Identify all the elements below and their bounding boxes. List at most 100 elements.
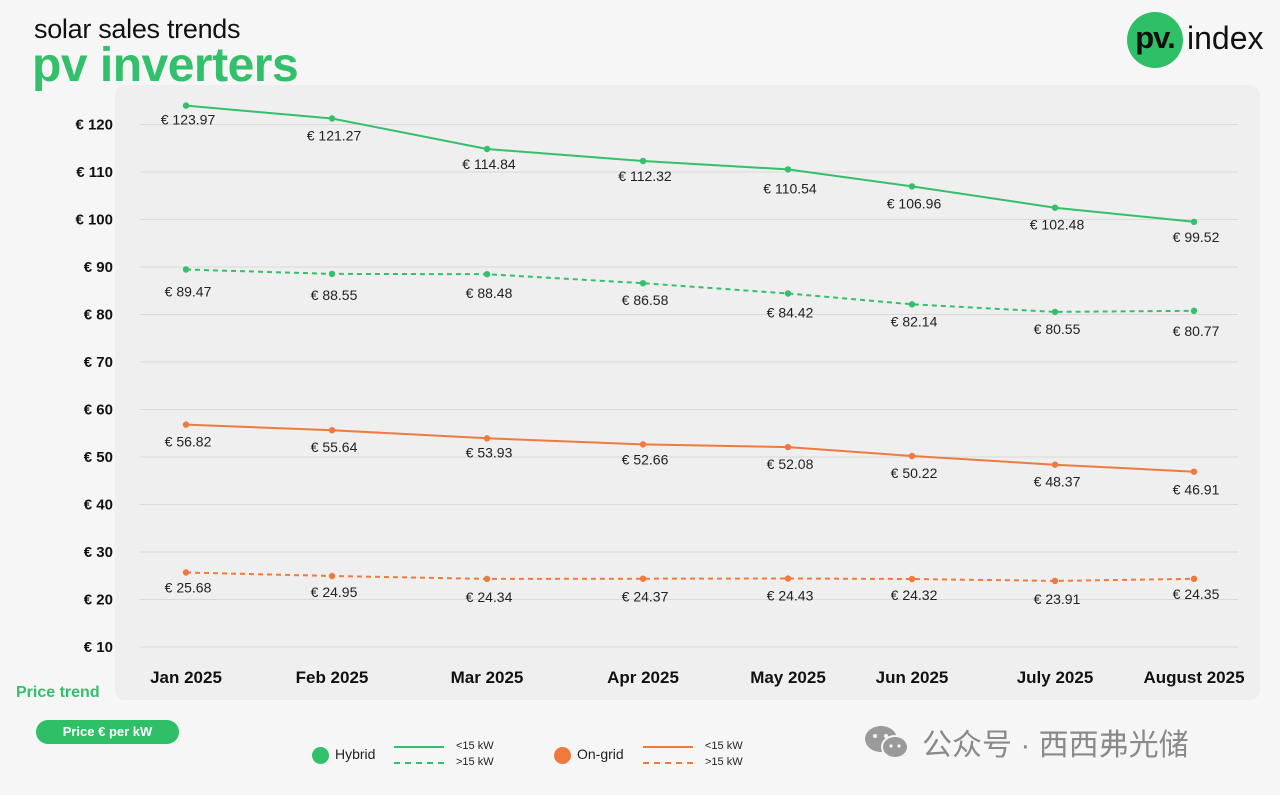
legend-ongrid-gt15: >15 kW [705,756,743,768]
data-point [1051,461,1059,468]
legend-ongrid-dot [554,747,571,764]
legend-hybrid-dashed-line [394,762,444,764]
data-point [182,421,190,428]
legend-ongrid-solid-line [643,746,693,748]
data-point [639,575,647,582]
data-label: € 24.32 [891,587,938,603]
data-point [784,575,792,582]
chart-subtitle: solar sales trends [34,14,241,44]
data-point [784,166,792,173]
wechat-icon [865,726,909,759]
data-label: € 24.34 [466,589,513,605]
data-label: € 25.68 [165,580,212,596]
data-label: € 121.27 [307,128,362,144]
data-point [784,443,792,451]
data-point [1190,307,1198,314]
legend-ongrid-label: On-grid [577,746,624,762]
x-tick-label: Mar 2025 [451,668,524,687]
data-label: € 88.55 [311,287,358,303]
data-label: € 48.37 [1034,474,1081,490]
data-point [908,575,916,583]
data-label: € 53.93 [466,444,513,460]
legend-hybrid-dot [312,747,329,764]
data-point [908,452,916,460]
data-point [1051,308,1059,316]
y-tick-label: € 120 [75,117,113,134]
data-point [1051,204,1059,211]
data-point [784,290,792,297]
data-label: € 52.66 [622,451,669,467]
x-tick-label: May 2025 [750,668,826,687]
y-tick-label: € 60 [84,402,113,419]
data-label: € 89.47 [165,284,212,300]
y-tick-label: € 100 [75,212,113,229]
series-line [185,268,1195,313]
y-tick-label: € 30 [84,544,113,561]
x-tick-label: Apr 2025 [607,668,679,687]
series-line [185,423,1195,473]
data-point [328,270,336,278]
price-trend-label: Price trend [16,684,100,701]
data-point [908,183,916,190]
legend-hybrid-lt15: <15 kW [456,740,494,752]
data-label: € 24.43 [767,588,814,604]
data-label: € 82.14 [891,313,938,329]
y-tick-label: € 90 [84,259,113,276]
watermark: 公众号 · 西西弗光储 [862,722,1189,762]
data-point [328,572,336,580]
logo-mark: pv. [1127,12,1183,68]
data-point [908,301,916,308]
data-point [639,441,647,448]
data-label: € 52.08 [767,456,814,472]
legend-hybrid-solid-line [394,746,444,748]
series-line [185,104,1195,223]
data-label: € 24.35 [1173,586,1220,602]
x-tick-label: August 2025 [1143,668,1244,687]
data-label: € 84.42 [767,305,814,321]
data-label: € 88.48 [466,285,513,301]
chart-panel [115,85,1260,700]
data-point [639,157,647,165]
data-point [1190,575,1198,582]
series-line [185,571,1195,582]
data-label: € 50.22 [891,465,938,481]
data-point [639,280,647,287]
data-label: € 102.48 [1030,217,1085,233]
legend-hybrid-gt15: >15 kW [456,756,494,768]
y-tick-label: € 40 [84,497,113,514]
logo-text: index [1187,20,1264,56]
data-label: € 24.95 [311,584,358,600]
data-label: € 80.77 [1173,323,1220,339]
data-point [1051,577,1059,585]
legend-ongrid-dashed-line [643,762,693,764]
price-unit-badge: Price € per kW [36,720,179,744]
data-label: € 23.91 [1034,591,1081,607]
data-label: € 123.97 [161,112,216,128]
y-tick-label: € 70 [84,354,113,371]
x-tick-label: Feb 2025 [296,668,369,687]
data-label: € 55.64 [311,439,358,455]
data-point [328,427,336,434]
data-point [483,435,491,442]
data-label: € 80.55 [1034,321,1081,337]
legend-ongrid-lt15: <15 kW [705,740,743,752]
watermark-text: 公众号 · 西西弗光储 [922,729,1189,762]
data-point [1190,218,1198,225]
data-point [182,102,190,109]
x-tick-label: July 2025 [1017,668,1094,687]
y-tick-label: € 80 [84,307,113,324]
data-point [328,115,336,122]
y-tick-label: € 20 [84,592,113,609]
y-tick-label: € 50 [84,449,113,466]
data-label: € 24.37 [622,589,669,605]
data-point [483,145,491,153]
data-label: € 112.32 [618,168,672,184]
chart-title: pv inverters [32,39,299,92]
data-label: € 106.96 [887,195,942,211]
data-label: € 86.58 [622,292,669,308]
x-tick-label: Jun 2025 [876,668,949,687]
data-point [1190,468,1198,475]
y-tick-label: € 10 [84,639,113,656]
data-point [182,569,190,576]
